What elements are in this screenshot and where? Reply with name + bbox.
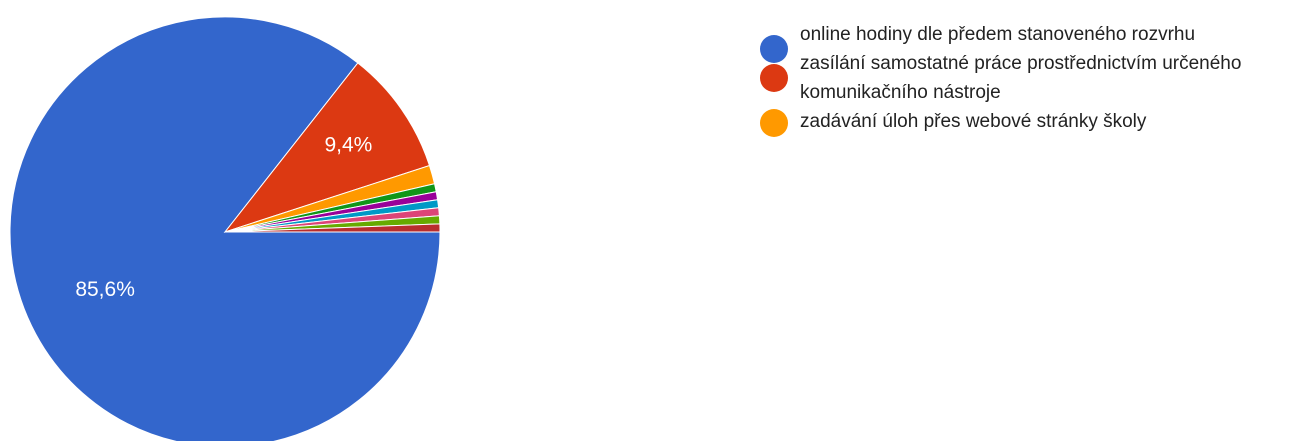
pie-slice — [224, 223, 441, 233]
legend-item: zasílání samostatné práce prostřednictví… — [760, 49, 1300, 107]
slice-label: 85,6% — [75, 278, 135, 301]
legend-swatch — [760, 35, 788, 63]
legend-label: zadávání úloh přes webové stránky školy — [800, 111, 1147, 132]
legend-swatch — [760, 109, 788, 137]
legend: online hodiny dle předem stanoveného roz… — [760, 20, 1300, 137]
legend-item: zadávání úloh přes webové stránky školy — [760, 107, 1300, 137]
pie-slice — [223, 62, 431, 233]
pie-slice — [9, 16, 441, 441]
legend-item: online hodiny dle předem stanoveného roz… — [760, 20, 1300, 63]
legend-label: zasílání samostatné práce prostřednictví… — [800, 53, 1242, 103]
slice-label: 9,4% — [324, 133, 372, 156]
legend-swatch — [760, 64, 788, 92]
legend-label: online hodiny dle předem stanoveného roz… — [800, 24, 1196, 45]
chart: 85,6% 9,4% — [9, 16, 441, 441]
